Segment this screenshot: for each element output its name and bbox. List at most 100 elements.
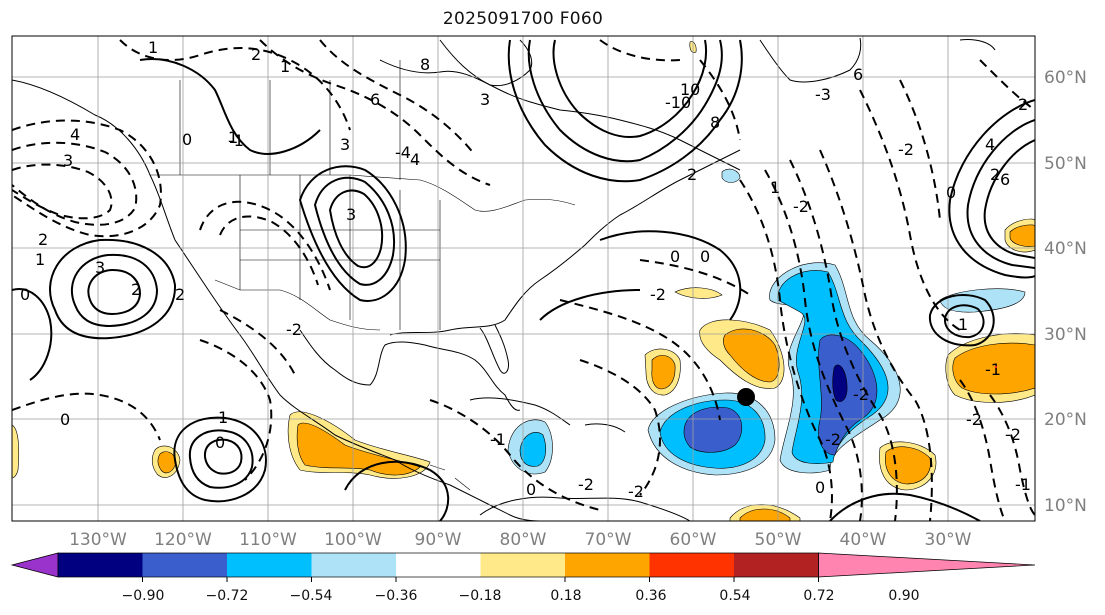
border-state-lines — [239, 175, 441, 330]
lon-label: 40°W — [840, 530, 887, 550]
border-central-america — [429, 464, 496, 509]
contour-west-dashed — [12, 392, 161, 441]
colorbar-segment — [480, 553, 566, 577]
colorbar-segment — [396, 553, 481, 577]
border-us-mexico — [214, 279, 381, 331]
coastline-iceland — [959, 39, 996, 51]
colorbar-tick-label: −0.54 — [290, 588, 333, 604]
contour-ridge-central — [298, 165, 407, 302]
colorbar-tick-label: −0.72 — [206, 588, 249, 604]
contour-label: 8 — [710, 113, 720, 132]
colorbar-segment — [58, 553, 143, 577]
contour-label: -2 — [286, 320, 302, 339]
contour-mid-south — [344, 460, 450, 521]
colorbar-labels: −0.90 −0.72 −0.54 −0.36 −0.18 0.18 0.36 … — [122, 588, 920, 604]
contour-label: -3 — [815, 85, 831, 104]
contour-closed-low-west — [49, 238, 177, 340]
positive-anomaly-area-north-east-core — [1009, 224, 1035, 247]
contour-label: 1 — [280, 57, 290, 76]
coastline-canada-north — [379, 59, 741, 171]
lon-label: 80°W — [500, 530, 547, 550]
colorbar-tick-label: 0.90 — [888, 588, 919, 604]
contour-label: 0 — [700, 247, 710, 266]
contour-label: 1 — [218, 408, 228, 427]
colorbar-tick-label: 0.18 — [550, 588, 581, 604]
contour-label: 1 — [35, 250, 45, 269]
coastline-greenland — [759, 37, 862, 83]
lon-label: 110°W — [239, 530, 297, 550]
colorbar-tick-label: −0.90 — [122, 588, 165, 604]
contour-label: 3 — [95, 258, 105, 277]
red-symbol: · — [993, 357, 999, 378]
contour-label: -2 — [650, 285, 666, 304]
contour-trough-south — [429, 399, 601, 511]
coastlines — [12, 37, 996, 521]
contour-label: 1 — [770, 178, 780, 197]
border-us-canada — [150, 174, 576, 212]
colorbar-segment — [734, 553, 819, 577]
contour-label: -2 — [1005, 425, 1021, 444]
contour-label: 2 — [131, 280, 141, 299]
lon-label: 130°W — [69, 530, 127, 550]
coastline-cuba — [469, 397, 571, 426]
contour-label: 0 — [670, 247, 680, 266]
contour-label: -2 — [898, 140, 914, 159]
contour-label: 4 — [70, 125, 80, 144]
negative-anomaly-area-caribbean-core — [519, 431, 547, 467]
colorbar-extend-low — [10, 552, 59, 578]
lat-label: 10°N — [1044, 496, 1087, 516]
coastline-gulf-coast — [389, 149, 741, 336]
contour-label: -1 — [1015, 475, 1031, 494]
lon-label: 30°W — [925, 530, 972, 550]
contour-label: -2 — [825, 430, 841, 449]
colorbar-segment — [565, 553, 650, 577]
positive-anomaly-area-pacific-core — [157, 451, 177, 474]
colorbar-segment — [311, 553, 397, 577]
lon-label: 100°W — [324, 530, 382, 550]
contour-label: 3 — [340, 135, 350, 154]
colorbar-frame — [57, 552, 819, 578]
lat-label: 60°N — [1044, 68, 1087, 88]
negative-anomaly-area-east-center — [832, 364, 848, 402]
contour-label: 0 — [526, 480, 536, 499]
contour-label: 6 — [370, 90, 380, 109]
contour-label: 2 — [990, 165, 1000, 184]
coastline-florida — [479, 324, 509, 374]
shaded-anomalies — [12, 41, 1035, 521]
contour-label: -1 — [490, 430, 506, 449]
contour-label: 4 — [410, 150, 420, 169]
contour-ridge-east — [948, 99, 1035, 279]
contour-label: 0 — [946, 183, 956, 202]
political-borders — [150, 60, 576, 509]
colorbar-extend-high — [818, 552, 1036, 578]
contour-label: 10 — [680, 80, 700, 99]
lon-label: 120°W — [154, 530, 212, 550]
contour-label: 6 — [853, 65, 863, 84]
colorbar-segment — [649, 553, 735, 577]
positive-contours — [12, 39, 1035, 521]
contour-label: 4 — [985, 135, 995, 154]
contour-label: -2 — [966, 410, 982, 429]
border-canada-provinces — [179, 60, 401, 180]
latitude-labels: 60°N 50°N 40°N 30°N 20°N 10°N — [1044, 68, 1087, 516]
contour-label: -4 — [395, 143, 411, 162]
contour-label: 0 — [20, 285, 30, 304]
colorbar — [10, 552, 1036, 582]
contour-label: -2 — [793, 197, 809, 216]
contour-label: -1 — [985, 360, 1001, 379]
contour-label: 2 — [38, 230, 48, 249]
lat-label: 30°N — [1044, 325, 1087, 345]
coastline-south-america — [479, 496, 691, 521]
contour-label: -1 — [228, 131, 244, 150]
lat-label: 40°N — [1044, 239, 1087, 259]
contour-labels: 1 2 1 0 -1 3 2 4 1 0 3 6 3 2 -2 3 0 1 2 … — [20, 38, 1031, 501]
storm-center-marker — [737, 388, 755, 406]
colorbar-tick-label: 0.36 — [635, 588, 666, 604]
colorbar-tick-label: −0.36 — [375, 588, 418, 604]
contour-label: 0 — [215, 433, 225, 452]
lon-label: 90°W — [415, 530, 462, 550]
contour-label: 0 — [815, 478, 825, 497]
contour-label: -2 — [628, 482, 644, 501]
longitude-labels: 130°W 120°W 110°W 100°W 90°W 80°W 70°W 6… — [69, 530, 972, 550]
